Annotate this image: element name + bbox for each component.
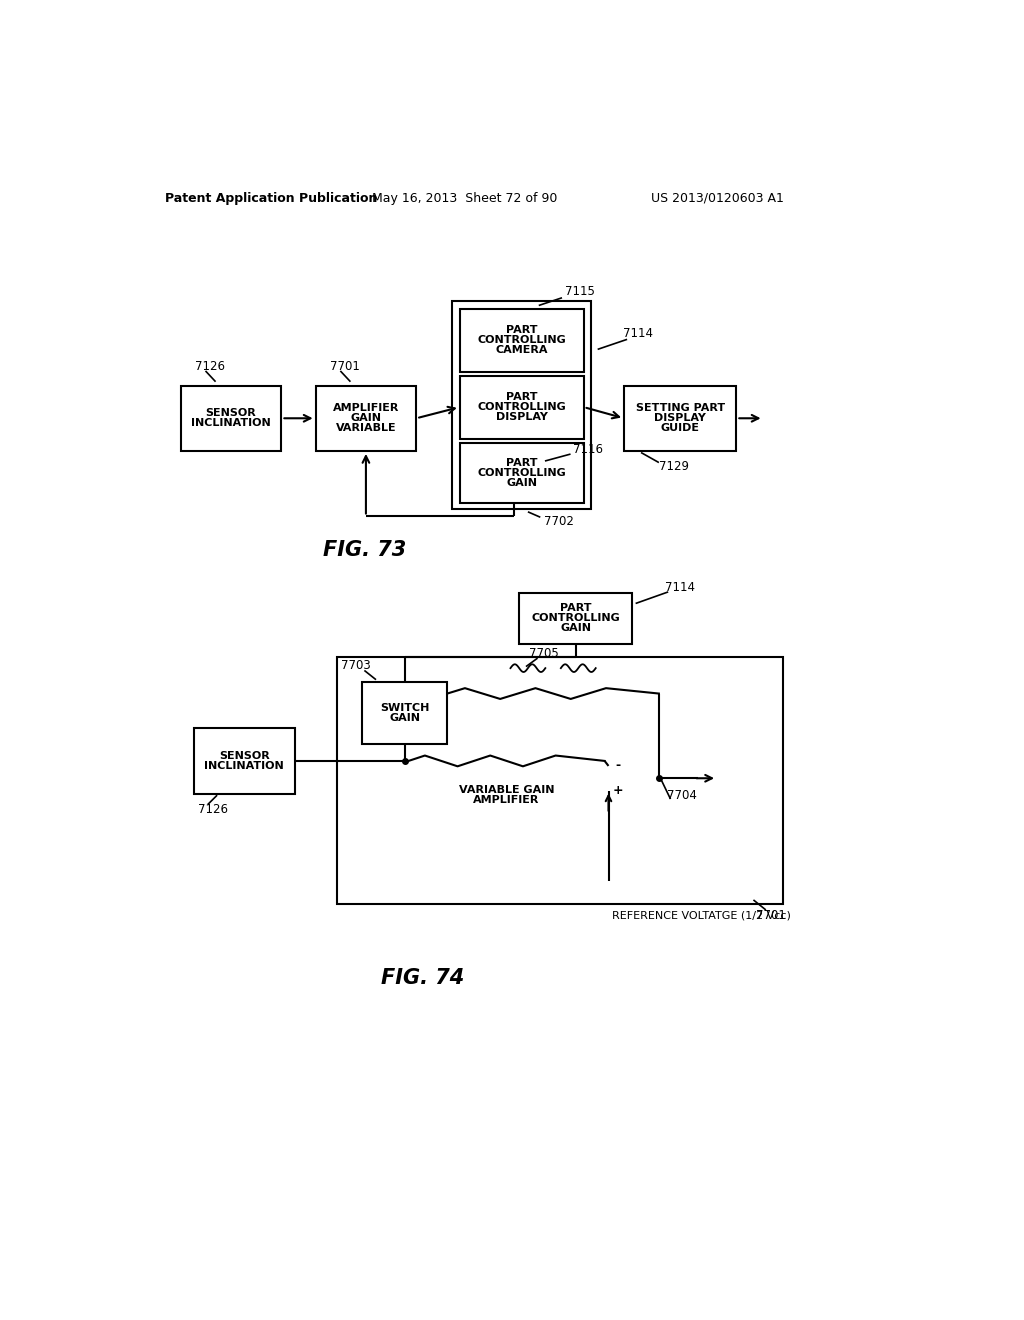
Text: 7703: 7703 <box>341 659 371 672</box>
Text: DISPLAY: DISPLAY <box>496 412 548 422</box>
Text: CONTROLLING: CONTROLLING <box>477 335 566 345</box>
Bar <box>452 301 592 508</box>
Bar <box>460 309 584 372</box>
Bar <box>460 376 584 438</box>
Text: +: + <box>612 784 624 797</box>
Text: 7704: 7704 <box>668 789 697 803</box>
Text: 7126: 7126 <box>196 360 225 372</box>
Text: CONTROLLING: CONTROLLING <box>531 614 620 623</box>
Text: Patent Application Publication: Patent Application Publication <box>165 191 378 205</box>
Text: AMPLIFIER: AMPLIFIER <box>473 795 540 805</box>
Text: 7701: 7701 <box>757 908 786 921</box>
Bar <box>362 682 447 743</box>
Text: PART: PART <box>560 603 591 614</box>
Text: -: - <box>615 759 621 772</box>
Text: CONTROLLING: CONTROLLING <box>477 467 566 478</box>
Text: 7116: 7116 <box>572 444 602 455</box>
Text: US 2013/0120603 A1: US 2013/0120603 A1 <box>650 191 783 205</box>
Text: CONTROLLING: CONTROLLING <box>477 403 566 412</box>
Text: GUIDE: GUIDE <box>660 424 699 433</box>
Text: INCLINATION: INCLINATION <box>191 418 271 428</box>
Text: SENSOR: SENSOR <box>219 751 269 760</box>
Bar <box>315 385 417 451</box>
Text: 7126: 7126 <box>199 803 228 816</box>
Text: GAIN: GAIN <box>560 623 591 634</box>
Text: May 16, 2013  Sheet 72 of 90: May 16, 2013 Sheet 72 of 90 <box>373 191 558 205</box>
Bar <box>624 385 736 451</box>
Text: PART: PART <box>506 458 538 467</box>
Text: CAMERA: CAMERA <box>496 345 548 355</box>
Bar <box>337 657 783 904</box>
Bar <box>519 594 632 644</box>
Text: SWITCH: SWITCH <box>380 702 429 713</box>
Text: REFERENCE VOLTATGE (1/2 Vcc): REFERENCE VOLTATGE (1/2 Vcc) <box>612 911 792 920</box>
Text: 7129: 7129 <box>659 459 689 473</box>
Text: FIG. 73: FIG. 73 <box>323 540 406 560</box>
Text: 7705: 7705 <box>529 647 559 660</box>
Text: SENSOR: SENSOR <box>206 408 256 418</box>
Text: VARIABLE GAIN: VARIABLE GAIN <box>459 785 554 795</box>
Text: 7702: 7702 <box>544 515 573 528</box>
Text: AMPLIFIER: AMPLIFIER <box>333 404 399 413</box>
Text: SETTING PART: SETTING PART <box>636 404 725 413</box>
Text: 7115: 7115 <box>565 285 595 298</box>
Bar <box>180 385 282 451</box>
Text: 7701: 7701 <box>330 360 360 372</box>
Text: GAIN: GAIN <box>350 413 381 424</box>
Bar <box>460 442 584 503</box>
Text: PART: PART <box>506 392 538 403</box>
Text: GAIN: GAIN <box>506 478 538 487</box>
Bar <box>194 729 295 793</box>
Text: INCLINATION: INCLINATION <box>205 760 284 771</box>
Text: GAIN: GAIN <box>389 713 420 723</box>
Text: 7114: 7114 <box>623 327 653 341</box>
Text: VARIABLE: VARIABLE <box>336 424 396 433</box>
Text: FIG. 74: FIG. 74 <box>381 969 464 989</box>
Text: DISPLAY: DISPLAY <box>654 413 707 424</box>
Text: PART: PART <box>506 325 538 335</box>
Text: 7114: 7114 <box>665 581 695 594</box>
